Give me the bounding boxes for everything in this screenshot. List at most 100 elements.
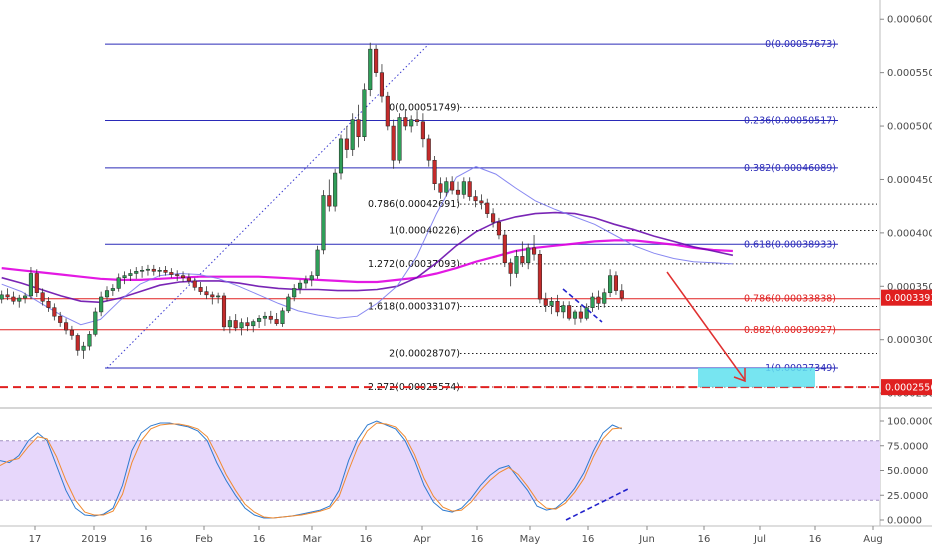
candle (292, 284, 297, 302)
candle (508, 258, 513, 287)
time-tick-label: May (520, 534, 541, 545)
candle-body (110, 288, 115, 291)
candle (450, 176, 455, 195)
candle (169, 268, 174, 278)
candle-body (34, 273, 39, 293)
candle (572, 309, 578, 325)
candle-body (549, 300, 554, 306)
stoch-rsi-pane[interactable] (0, 420, 880, 521)
time-tick-label: 16 (582, 534, 595, 545)
candle (17, 294, 22, 308)
candle (262, 311, 267, 326)
candle-body (561, 305, 566, 313)
candle-body (251, 321, 256, 327)
time-axis[interactable]: 17 2019 16 Feb 16 Mar 16 Apr 16 May 16 Jun 16 Jul 16 Au… (29, 526, 883, 545)
candle-body (338, 138, 344, 174)
candle (549, 296, 554, 315)
candle-body (104, 290, 110, 298)
fib-retracement-label: 0.382(0.00046089) (744, 163, 836, 174)
candle (590, 292, 595, 312)
candle (532, 235, 537, 261)
candle-body (496, 221, 501, 236)
candle-body (262, 315, 267, 319)
stoch-tick-label: 100.0000 (887, 417, 932, 428)
candle-body (309, 275, 314, 281)
candle (409, 115, 414, 133)
candle-body (613, 275, 619, 291)
fib-retracement-label: 0(0.00057673) (765, 39, 836, 50)
price-pane[interactable]: 0(0.00057673) 0.236(0.00050517) 0.382(0.00… (0, 0, 932, 527)
candle-body (17, 297, 22, 302)
fib-extension-label: 1(0.00040226) (389, 225, 460, 236)
time-tick-label: 16 (471, 534, 484, 545)
candle (432, 155, 437, 191)
price-tick-label: 0.00035000 (887, 282, 932, 293)
candle-body (555, 300, 560, 313)
stoch-tick-label: 0.0000 (887, 516, 922, 527)
candle-body (268, 315, 273, 320)
stoch-k-line (0, 420, 622, 519)
candle-body (64, 322, 69, 331)
candle (64, 318, 69, 335)
candle-body (198, 287, 203, 292)
fib-extension-label: 1.272(0.00037093) (368, 259, 460, 270)
candle-body (46, 300, 51, 308)
candle-body (99, 296, 104, 313)
price-tick-label: 0.00040000 (887, 228, 932, 239)
time-tick-label: Jun (638, 534, 655, 545)
candle-body (578, 311, 583, 319)
candle (93, 307, 98, 337)
candle-body (221, 295, 227, 328)
price-axis[interactable]: 0.00060000 0.00055000 0.00050000 0.00045000… (880, 15, 932, 400)
stoch-divergence-line (565, 488, 629, 521)
candle-body (415, 119, 420, 123)
fib-extension-label: 0.786(0.00042691) (368, 199, 460, 210)
candle (379, 64, 384, 103)
candle (567, 301, 572, 321)
candle-body (28, 273, 33, 297)
candle (5, 288, 10, 301)
candle (303, 275, 308, 289)
target-price-tag (881, 379, 932, 396)
candle (151, 264, 156, 276)
candle (526, 243, 531, 270)
stoch-rsi-axis[interactable]: 100.0000 75.0000 50.0000 25.0000 0.0000 (880, 417, 932, 527)
candle (391, 119, 396, 169)
candle-body (151, 268, 156, 272)
candle-body (175, 274, 180, 276)
projection-arrowhead (733, 368, 746, 383)
candle (514, 249, 519, 278)
candle (426, 134, 431, 167)
candle (321, 190, 326, 255)
candle (58, 311, 63, 327)
candle (455, 181, 461, 203)
candle-body (303, 279, 308, 284)
candle (216, 292, 221, 304)
candle (403, 108, 408, 131)
candle-body (163, 270, 168, 273)
candle (333, 168, 338, 212)
candle (23, 292, 28, 304)
candle (502, 230, 507, 268)
candle-body (455, 189, 461, 195)
time-tick-label: 16 (360, 534, 373, 545)
fib-extension-label: 0(0.00051749) (389, 102, 460, 113)
candle (69, 325, 74, 340)
candle-body (409, 119, 414, 127)
candle-body (537, 253, 542, 300)
candle-body (69, 329, 74, 336)
candle (268, 310, 273, 324)
candle (233, 314, 238, 332)
candle-body (467, 181, 472, 197)
candle-body (602, 292, 607, 304)
candle (485, 198, 490, 218)
candle-body (257, 318, 262, 322)
candle-body (543, 298, 548, 306)
candle-body (426, 138, 431, 161)
candle (239, 318, 244, 336)
candle (145, 264, 150, 276)
candle-body (181, 275, 186, 278)
candle-body (233, 320, 238, 329)
candle-body (596, 296, 601, 304)
